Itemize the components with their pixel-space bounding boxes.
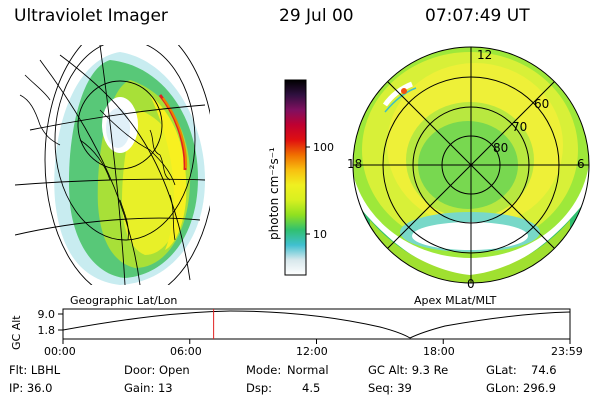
altitude-curve bbox=[62, 310, 571, 339]
time-label: 07:07:49 UT bbox=[425, 6, 530, 26]
xtick-label-1800: 18:00 bbox=[423, 345, 455, 358]
gain-info: Gain: 13 bbox=[124, 381, 173, 395]
timeline-ytick-label-1.8: 1.8 bbox=[38, 324, 56, 337]
instrument-title: Ultraviolet Imager bbox=[14, 6, 168, 26]
timeline-ylabel: GC Alt bbox=[10, 315, 23, 350]
lat-label-80: 80 bbox=[493, 141, 508, 155]
glat-label: GLat: bbox=[486, 363, 517, 377]
xtick-label-0000: 00:00 bbox=[44, 345, 76, 358]
mode-value: Normal bbox=[287, 363, 329, 377]
altitude-timeline: GC Alt 9.0 1.8 bbox=[10, 308, 571, 350]
mlt-label-0: 0 bbox=[467, 277, 475, 291]
xtick-label-1200: 12:00 bbox=[296, 345, 328, 358]
left-panel-caption: Geographic Lat/Lon bbox=[70, 294, 177, 307]
mode-label: Mode: bbox=[246, 363, 282, 377]
dsp-value: 4.5 bbox=[302, 381, 321, 395]
glat-value: 74.6 bbox=[531, 363, 557, 377]
colorbar-tick-label-100: 100 bbox=[313, 141, 334, 154]
xtick-label-0600: 06:00 bbox=[170, 345, 202, 358]
colorbar: 100 10 photon cm⁻²s⁻¹ bbox=[267, 79, 334, 276]
ip-info: IP: 36.0 bbox=[9, 381, 53, 395]
timeline-frame bbox=[62, 308, 571, 340]
lat-label-70: 70 bbox=[512, 120, 527, 134]
colorbar-unit-label: photon cm⁻²s⁻¹ bbox=[267, 147, 281, 240]
glon-value: 296.9 bbox=[523, 381, 556, 395]
geographic-image-panel bbox=[15, 45, 210, 285]
dsp-label: Dsp: bbox=[246, 381, 273, 395]
glon-label: GLon: bbox=[486, 381, 520, 395]
xtick-label-2359: 23:59 bbox=[551, 345, 583, 358]
colorbar-tick-label-10: 10 bbox=[313, 228, 327, 241]
mlt-label-18: 18 bbox=[347, 157, 362, 171]
polar-image-panel: 12 18 6 0 60 70 80 bbox=[347, 46, 590, 291]
seq-info: Seq: 39 bbox=[368, 381, 412, 395]
lat-label-60: 60 bbox=[534, 97, 549, 111]
date-label: 29 Jul 00 bbox=[279, 6, 354, 26]
gc-alt-info: GC Alt: 9.3 Re bbox=[368, 363, 449, 377]
mlt-label-6: 6 bbox=[577, 157, 585, 171]
right-panel-caption: Apex MLat/MLT bbox=[414, 294, 497, 307]
timeline-ytick-label-9: 9.0 bbox=[38, 308, 56, 321]
filter-info: Flt: LBHL bbox=[9, 363, 61, 377]
mlt-label-12: 12 bbox=[477, 48, 492, 62]
colorbar-scale bbox=[284, 79, 307, 276]
door-info: Door: Open bbox=[124, 363, 190, 377]
